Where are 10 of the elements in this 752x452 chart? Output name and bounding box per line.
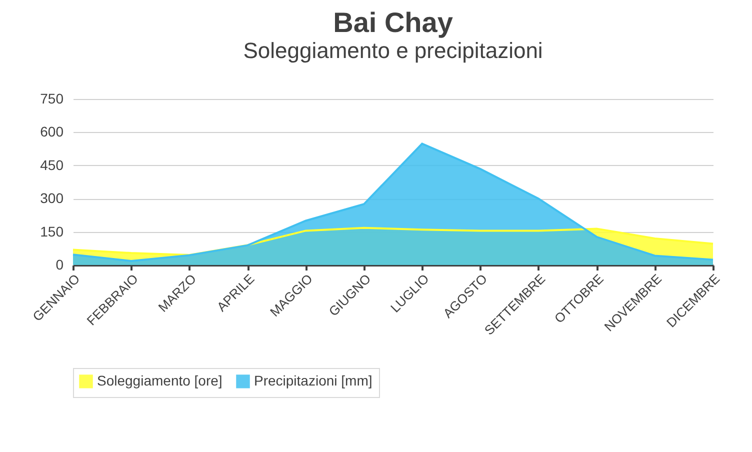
legend-label: Precipitazioni [mm] <box>254 372 372 388</box>
y-tick-label: 450 <box>40 156 64 173</box>
y-tick-label: 150 <box>40 223 64 240</box>
y-tick-label: 300 <box>40 190 64 206</box>
y-tick-label: 0 <box>56 256 64 272</box>
chart-title: Bai Chay <box>333 7 454 38</box>
y-tick-label: 600 <box>40 124 64 140</box>
y-tick-label: 750 <box>40 90 64 106</box>
legend-label: Soleggiamento [ore] <box>97 372 222 388</box>
chart-subtitle: Soleggiamento e precipitazioni <box>243 38 543 63</box>
